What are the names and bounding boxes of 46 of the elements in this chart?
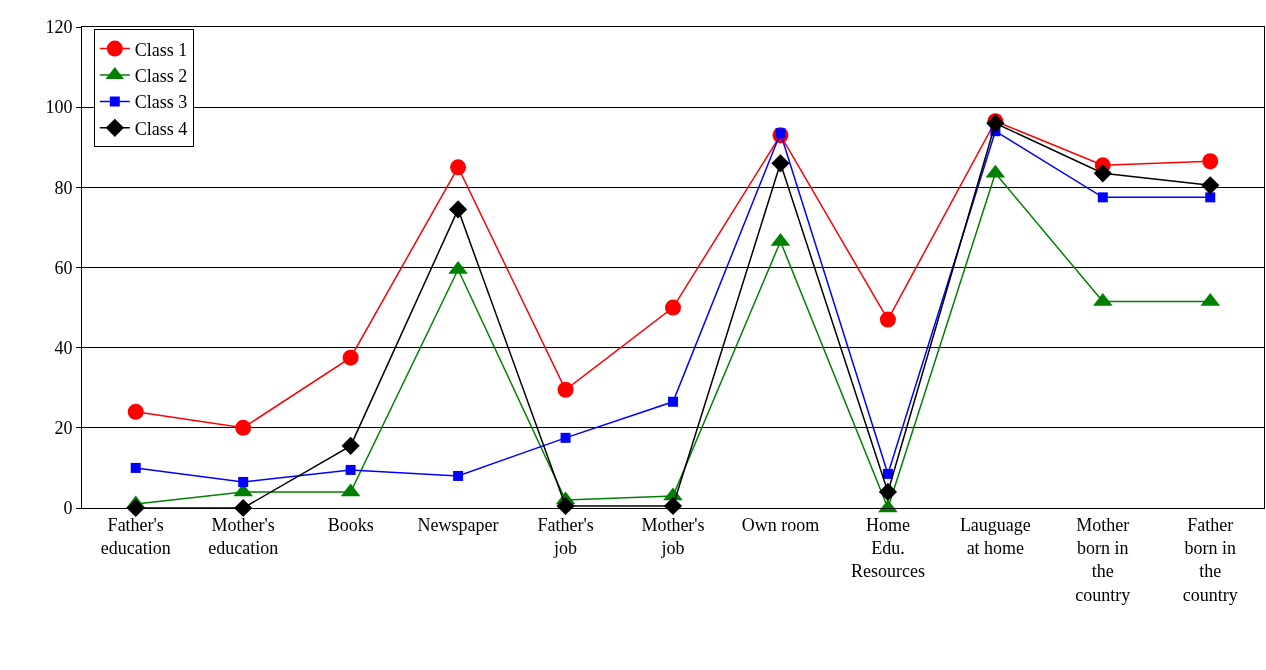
point [345, 464, 356, 475]
point [238, 476, 249, 487]
point [1202, 153, 1219, 170]
point [450, 159, 467, 176]
point [771, 154, 790, 173]
y-tick-label: 60 [54, 257, 73, 278]
x-tick-label: Mother born in the country [1075, 514, 1131, 605]
x-tick-label: Father born in the country [1182, 514, 1238, 605]
y-tick-label: 80 [54, 177, 73, 198]
x-tick-label: Lauguage at home [959, 514, 1031, 558]
y-tick-label: 0 [63, 498, 73, 519]
x-tick-label: Mother's education [208, 514, 279, 558]
legend-label: Class 3 [134, 92, 188, 113]
point [127, 403, 144, 420]
point [665, 299, 681, 316]
point [453, 470, 464, 481]
y-tick-label: 100 [45, 97, 73, 118]
x-tick-label: Father's job [537, 514, 594, 558]
x-tick-label: Own room [741, 514, 820, 535]
legend-label: Class 2 [134, 66, 188, 87]
x-tick-label: Mother's job [641, 514, 705, 558]
point [557, 381, 574, 398]
point [341, 436, 360, 455]
x-tick-label: Father's education [100, 514, 171, 558]
point [878, 482, 898, 502]
point [668, 396, 678, 407]
point [879, 311, 896, 328]
x-tick-label: Home Edu. Resources [850, 514, 925, 582]
y-tick-label: 20 [54, 418, 73, 439]
point [556, 496, 575, 516]
point [1205, 192, 1216, 203]
point [342, 349, 359, 366]
legend-label: Class 1 [134, 39, 188, 60]
point [448, 200, 468, 219]
point [1093, 164, 1112, 183]
point [663, 496, 683, 516]
point [130, 462, 141, 473]
y-tick-label: 120 [45, 17, 73, 38]
point [1097, 192, 1108, 203]
y-tick-label: 40 [54, 337, 73, 358]
point [1201, 176, 1220, 195]
legend-label: Class 4 [134, 118, 188, 139]
x-tick-label: Newspaper [417, 514, 499, 535]
point [560, 432, 571, 443]
point [235, 419, 252, 436]
x-tick-label: Books [327, 514, 374, 535]
